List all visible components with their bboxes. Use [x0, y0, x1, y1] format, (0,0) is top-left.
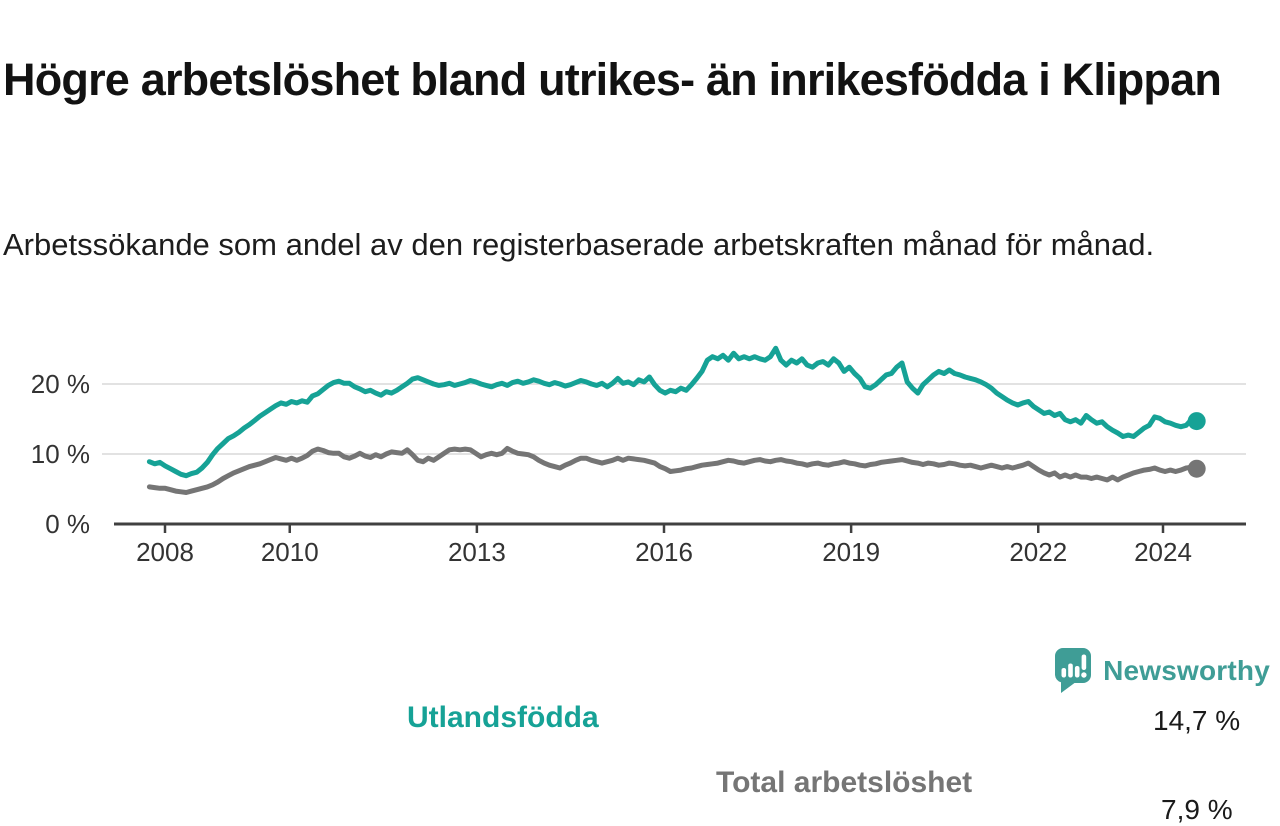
x-axis-label-2010: 2010 [260, 537, 319, 567]
y-axis-label-0: 0 % [45, 509, 90, 539]
series-line-1 [146, 445, 1200, 495]
series-line-0 [146, 345, 1200, 479]
y-axis-label-20: 20 % [30, 369, 90, 399]
line-chart: 0 % 10 % 20 % 2008 2010 2013 2016 2019 2022 2024 … [0, 320, 1280, 825]
chart-subtitle: Arbetssökande som andel av den registerb… [3, 227, 1155, 262]
newsworthy-logo-icon [1055, 648, 1092, 693]
series-end-dot-1 [1187, 459, 1206, 478]
brand-name: Newsworthy [1103, 655, 1270, 686]
end-value-label-total-arbetsloshet: 7,9 % [1161, 794, 1233, 825]
x-axis-label-2019: 2019 [822, 537, 881, 567]
x-axis-label-2024: 2024 [1134, 537, 1192, 567]
x-axis-label-2022: 2022 [1009, 537, 1068, 567]
series-label-total-arbetsloshet: Total arbetslöshet [716, 766, 973, 799]
series-end-dot-0 [1187, 412, 1206, 431]
y-axis-label-10: 10 % [30, 439, 90, 469]
series-label-utlandsfodda: Utlandsfödda [407, 701, 599, 734]
x-axis-label-2013: 2013 [447, 537, 506, 567]
newsworthy-brand: Newsworthy [1054, 647, 1270, 695]
plot-area [102, 345, 1246, 533]
end-value-label-utlandsfodda: 14,7 % [1153, 705, 1241, 736]
x-axis-label-2016: 2016 [635, 537, 693, 567]
page-title: Högre arbetslöshet bland utrikes- än inr… [3, 54, 1222, 106]
x-axis-label-2008: 2008 [136, 537, 194, 567]
